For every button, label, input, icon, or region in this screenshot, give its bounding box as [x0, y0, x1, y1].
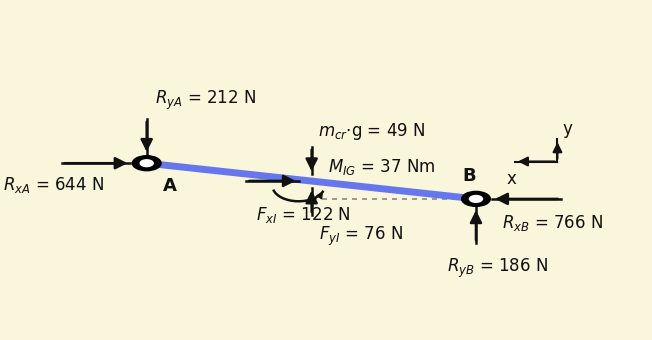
Text: x: x — [507, 170, 517, 188]
Text: $R_{xB}$ = 766 N: $R_{xB}$ = 766 N — [502, 213, 603, 233]
Text: y: y — [563, 120, 572, 138]
Text: B: B — [463, 167, 476, 185]
Circle shape — [462, 191, 490, 206]
Text: $R_{xA}$ = 644 N: $R_{xA}$ = 644 N — [3, 175, 104, 195]
Circle shape — [140, 160, 153, 167]
Text: $M_{IG}$ = 37 Nm: $M_{IG}$ = 37 Nm — [328, 157, 436, 177]
Circle shape — [469, 195, 482, 202]
Text: $F_{xI}$ = 122 N: $F_{xI}$ = 122 N — [256, 205, 351, 225]
Text: $R_{yB}$ = 186 N: $R_{yB}$ = 186 N — [447, 257, 548, 280]
Text: $R_{yA}$ = 212 N: $R_{yA}$ = 212 N — [155, 89, 256, 112]
Text: $F_{yI}$ = 76 N: $F_{yI}$ = 76 N — [319, 225, 404, 248]
Text: $m_{cr}$$\cdot$g = 49 N: $m_{cr}$$\cdot$g = 49 N — [318, 121, 426, 142]
Text: A: A — [163, 177, 177, 195]
Circle shape — [132, 156, 161, 171]
